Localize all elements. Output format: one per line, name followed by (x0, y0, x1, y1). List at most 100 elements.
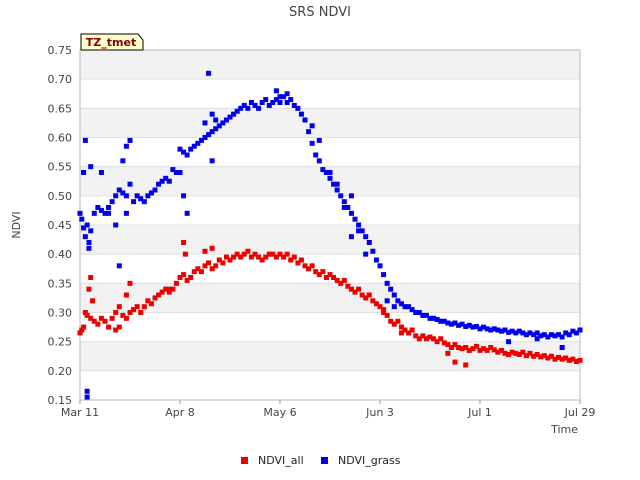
data-point-ndvi-all (548, 353, 554, 359)
data-point-ndvi-grass (181, 193, 187, 199)
data-point-ndvi-all (145, 298, 151, 304)
data-point-ndvi-grass (77, 210, 83, 216)
data-point-ndvi-grass (559, 345, 565, 350)
data-point-ndvi-grass (420, 312, 426, 318)
data-point-ndvi-all (395, 318, 401, 324)
data-point-ndvi-grass (366, 240, 372, 245)
data-point-ndvi-grass (388, 286, 394, 292)
data-point-ndvi-all (523, 353, 529, 359)
data-point-ndvi-grass (227, 114, 233, 120)
data-point-ndvi-all (281, 254, 287, 260)
data-point-ndvi-all (370, 298, 376, 304)
data-point-ndvi-grass (384, 298, 390, 304)
data-point-ndvi-all (259, 257, 265, 263)
data-point-ndvi-all (484, 347, 490, 353)
data-point-ndvi-grass (241, 102, 247, 108)
data-point-ndvi-grass (206, 70, 212, 76)
data-point-ndvi-all (463, 345, 469, 350)
data-point-ndvi-grass (209, 111, 215, 117)
data-point-ndvi-grass (131, 199, 137, 205)
data-point-ndvi-grass (284, 91, 290, 97)
x-tick-label: Jul 1 (467, 406, 492, 419)
data-point-ndvi-all (79, 327, 85, 333)
data-point-ndvi-grass (284, 100, 290, 105)
data-point-ndvi-grass (348, 234, 354, 240)
data-point-ndvi-grass (391, 304, 397, 310)
data-point-ndvi-grass (288, 97, 294, 103)
plot-band (80, 108, 580, 138)
data-point-ndvi-all (559, 356, 565, 362)
data-point-ndvi-all (463, 362, 469, 368)
data-point-ndvi-grass (356, 222, 362, 228)
data-point-ndvi-grass (413, 310, 419, 315)
legend-marker-ndvi-grass (321, 457, 328, 464)
data-point-ndvi-grass (431, 315, 437, 321)
data-point-ndvi-all (316, 272, 322, 278)
data-point-ndvi-all (563, 355, 569, 361)
data-point-ndvi-grass (559, 334, 565, 340)
data-point-ndvi-all (234, 251, 240, 257)
data-point-ndvi-all (241, 251, 247, 257)
data-point-ndvi-grass (220, 120, 226, 126)
data-point-ndvi-all (381, 307, 387, 313)
data-point-ndvi-grass (159, 178, 165, 184)
data-point-ndvi-all (452, 342, 458, 348)
data-point-ndvi-grass (270, 100, 276, 105)
data-point-ndvi-all (131, 307, 137, 313)
data-point-ndvi-grass (223, 117, 229, 123)
data-point-ndvi-grass (531, 332, 537, 338)
data-point-ndvi-all (431, 336, 437, 342)
data-point-ndvi-grass (256, 105, 262, 111)
data-point-ndvi-grass (116, 263, 122, 269)
data-point-ndvi-all (273, 254, 279, 260)
plot-band (80, 341, 580, 371)
data-point-ndvi-all (120, 312, 126, 318)
data-point-ndvi-all (209, 266, 215, 272)
data-point-ndvi-all (334, 277, 340, 283)
data-point-ndvi-all (220, 260, 226, 266)
y-tick-label: 0.45 (48, 219, 73, 232)
data-point-ndvi-all (82, 310, 88, 315)
data-point-ndvi-all (552, 356, 558, 362)
data-point-ndvi-all (86, 286, 92, 292)
data-point-ndvi-grass (423, 312, 429, 318)
data-point-ndvi-all (459, 346, 465, 352)
data-point-ndvi-grass (556, 332, 562, 338)
data-point-ndvi-grass (202, 135, 208, 140)
data-point-ndvi-all (445, 342, 451, 348)
data-point-ndvi-all (195, 266, 201, 272)
data-point-ndvi-all (491, 347, 497, 353)
data-point-ndvi-all (456, 345, 462, 350)
data-point-ndvi-all (341, 277, 347, 283)
data-point-ndvi-grass (79, 216, 85, 222)
data-point-ndvi-grass (148, 190, 154, 196)
data-point-ndvi-grass (252, 102, 258, 108)
data-point-ndvi-all (213, 263, 219, 269)
data-point-ndvi-all (384, 312, 390, 318)
data-point-ndvi-all (345, 283, 351, 289)
data-point-ndvi-all (352, 289, 358, 295)
data-point-ndvi-grass (320, 167, 326, 173)
chart-title: SRS NDVI (289, 5, 351, 20)
data-point-ndvi-all (531, 353, 537, 359)
data-point-ndvi-grass (473, 324, 479, 329)
data-point-ndvi-grass (398, 301, 404, 307)
data-point-ndvi-grass (181, 149, 187, 155)
y-tick-label: 0.75 (48, 44, 73, 57)
data-point-ndvi-all (88, 275, 94, 280)
data-point-ndvi-all (566, 357, 572, 363)
data-point-ndvi-grass (352, 216, 358, 222)
data-point-ndvi-grass (195, 140, 201, 146)
x-tick-label: Jun 3 (365, 406, 394, 419)
data-point-ndvi-grass (295, 105, 301, 111)
plot-band (80, 50, 580, 80)
data-point-ndvi-all (109, 315, 115, 321)
y-tick-label: 0.55 (48, 161, 73, 174)
data-point-ndvi-grass (234, 108, 240, 114)
data-point-ndvi-all (323, 275, 329, 280)
data-point-ndvi-all (184, 277, 190, 283)
data-point-ndvi-grass (391, 292, 397, 298)
data-point-ndvi-all (398, 324, 404, 330)
data-point-ndvi-all (263, 254, 269, 260)
data-point-ndvi-grass (545, 334, 551, 340)
